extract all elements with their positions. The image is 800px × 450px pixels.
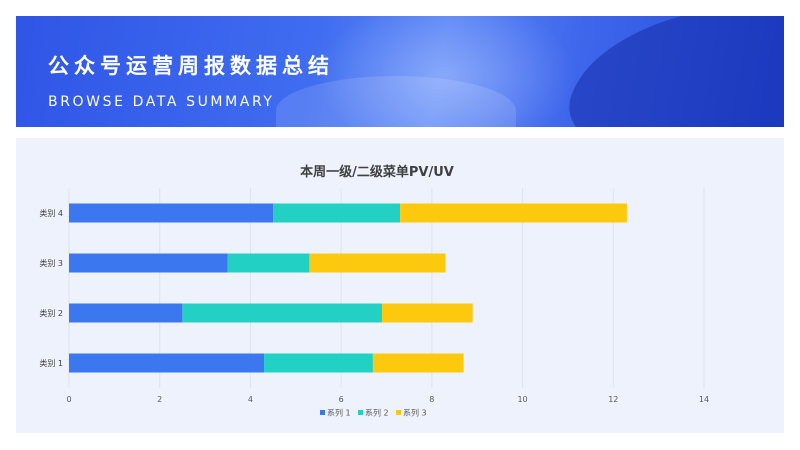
x-tick-label: 2	[157, 395, 162, 404]
bar-segment	[264, 353, 373, 373]
page-subtitle: BROWSE DATA SUMMARY	[48, 94, 275, 110]
x-tick-label: 12	[608, 395, 618, 404]
header-banner: 公众号运营周报数据总结 BROWSE DATA SUMMARY	[16, 16, 784, 127]
legend-item: 系列 2	[365, 408, 389, 418]
bar-segment	[227, 253, 310, 273]
banner-decoration	[276, 76, 516, 127]
bar-segment	[400, 203, 627, 223]
bar-segment	[69, 303, 183, 323]
bar-segment	[69, 203, 274, 223]
x-tick-label: 0	[66, 395, 71, 404]
x-tick-label: 4	[248, 395, 253, 404]
banner-decoration	[551, 16, 784, 127]
bar-segment	[273, 203, 401, 223]
chart-panel: 本周一级/二级菜单PV/UV 0 2 4 6 8 10 12 14 类别 1 类别 2 类别 3 类别…	[16, 138, 784, 433]
legend-swatch	[320, 410, 325, 415]
stacked-bar-chart: 本周一级/二级菜单PV/UV 0 2 4 6 8 10 12 14 类别 1 类别 2 类别 3 类别…	[39, 164, 709, 418]
legend-item: 系列 3	[403, 408, 427, 418]
y-category-label: 类别 2	[39, 308, 63, 318]
x-tick-label: 6	[339, 395, 344, 404]
bar-segment	[381, 303, 473, 323]
x-tick-label: 14	[699, 395, 709, 404]
y-category-label: 类别 3	[39, 258, 63, 268]
bar-segment	[182, 303, 382, 323]
y-category-label: 类别 1	[39, 358, 63, 368]
banner-decoration	[316, 16, 576, 127]
bar-segment	[69, 253, 228, 273]
y-category-label: 类别 4	[39, 208, 63, 218]
bar-segment	[372, 353, 464, 373]
x-tick-label: 8	[429, 395, 434, 404]
bar-segment	[69, 353, 265, 373]
bar-segment	[309, 253, 446, 273]
page-title: 公众号运营周报数据总结	[48, 54, 334, 78]
chart-title: 本周一级/二级菜单PV/UV	[300, 164, 454, 180]
legend-swatch	[358, 410, 363, 415]
legend-item: 系列 1	[327, 408, 351, 418]
x-tick-label: 10	[517, 395, 527, 404]
legend-swatch	[396, 410, 401, 415]
